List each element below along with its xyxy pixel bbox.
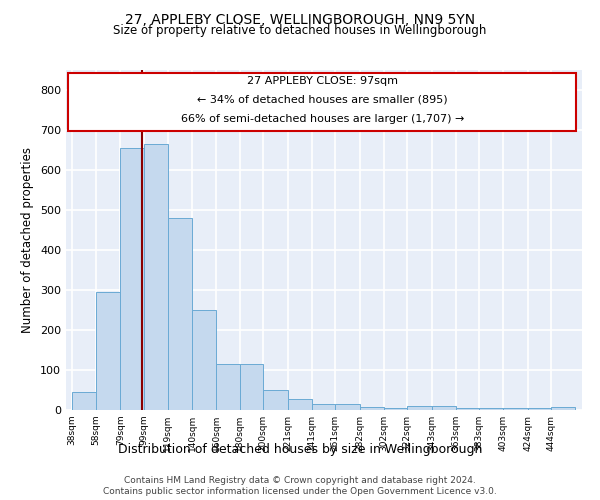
Bar (167, 218, 193, 410)
Bar (455, 408, 479, 410)
Bar (335, 404, 360, 410)
Bar (72, 392, 95, 410)
Text: 27, APPLEBY CLOSE, WELLINGBOROUGH, NN9 5YN: 27, APPLEBY CLOSE, WELLINGBOROUGH, NN9 5… (125, 12, 475, 26)
Bar (479, 408, 503, 410)
Bar (551, 407, 575, 410)
Text: Size of property relative to detached houses in Wellingborough: Size of property relative to detached ho… (113, 24, 487, 37)
Bar (239, 364, 263, 410)
Bar (263, 390, 288, 410)
Text: Contains public sector information licensed under the Open Government Licence v3: Contains public sector information licen… (103, 488, 497, 496)
Bar (95, 292, 121, 410)
Bar (121, 148, 144, 410)
Bar (288, 399, 311, 410)
Text: 27 APPLEBY CLOSE: 97sqm: 27 APPLEBY CLOSE: 97sqm (247, 76, 398, 86)
Text: Contains HM Land Registry data © Crown copyright and database right 2024.: Contains HM Land Registry data © Crown c… (124, 476, 476, 485)
Bar (527, 408, 551, 410)
Bar (360, 407, 383, 410)
Bar (383, 408, 407, 410)
Bar (68, 73, 576, 131)
Bar (503, 408, 527, 410)
Bar (193, 310, 216, 410)
Y-axis label: Number of detached properties: Number of detached properties (22, 147, 34, 333)
Text: ← 34% of detached houses are smaller (895): ← 34% of detached houses are smaller (89… (197, 95, 448, 105)
Bar (311, 404, 335, 410)
Bar (216, 364, 239, 410)
Bar (432, 406, 455, 410)
Bar (144, 144, 167, 410)
Text: Distribution of detached houses by size in Wellingborough: Distribution of detached houses by size … (118, 442, 482, 456)
Bar (407, 406, 432, 410)
Text: 66% of semi-detached houses are larger (1,707) →: 66% of semi-detached houses are larger (… (181, 114, 464, 124)
